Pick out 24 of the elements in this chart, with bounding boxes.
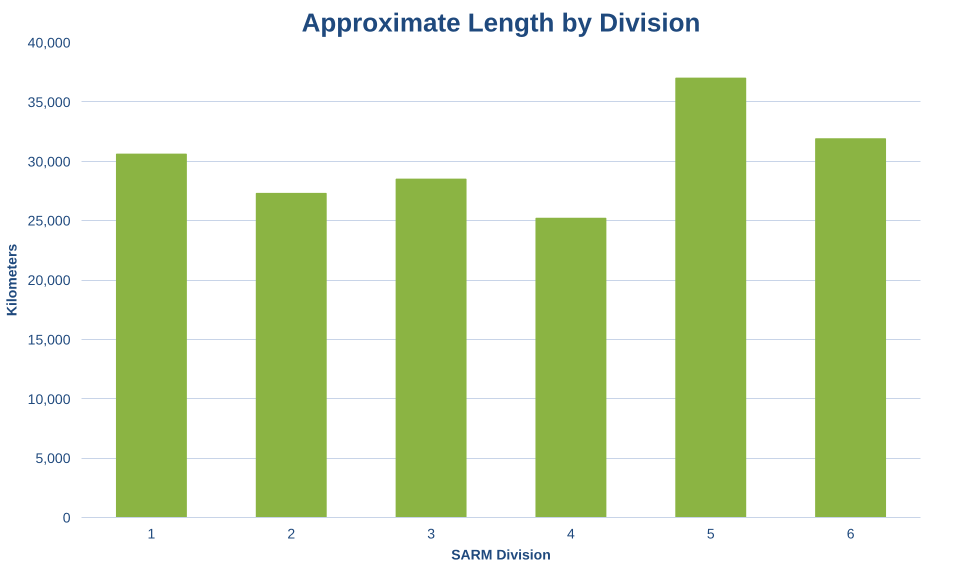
bar	[116, 154, 187, 518]
x-tick-label: 6	[846, 526, 855, 542]
y-axis-title: Kilometers	[4, 244, 20, 316]
x-axis-title: SARM Division	[451, 546, 551, 562]
x-tick-label: 5	[706, 526, 715, 542]
y-tick-label: 10,000	[28, 390, 71, 407]
x-tick-label: 1	[148, 526, 156, 542]
x-tick-label: 4	[567, 526, 576, 542]
y-tick-label: 20,000	[28, 272, 71, 288]
x-tick-label: 3	[427, 526, 436, 542]
y-tick-label: 35,000	[28, 94, 71, 110]
bar	[535, 218, 606, 518]
y-tick-label: 5,000	[35, 450, 71, 466]
y-tick-label: 15,000	[28, 331, 71, 348]
bar	[675, 78, 746, 518]
y-tick-label: 30,000	[28, 153, 71, 170]
bar	[256, 192, 327, 518]
chart-title: Approximate Length by Division	[302, 8, 700, 38]
bar	[815, 138, 886, 518]
y-tick-label: 40,000	[28, 34, 71, 50]
y-tick-label: 25,000	[28, 212, 71, 229]
y-tick-label: 0	[62, 510, 71, 526]
bar	[396, 178, 467, 518]
x-tick-label: 2	[287, 526, 296, 542]
